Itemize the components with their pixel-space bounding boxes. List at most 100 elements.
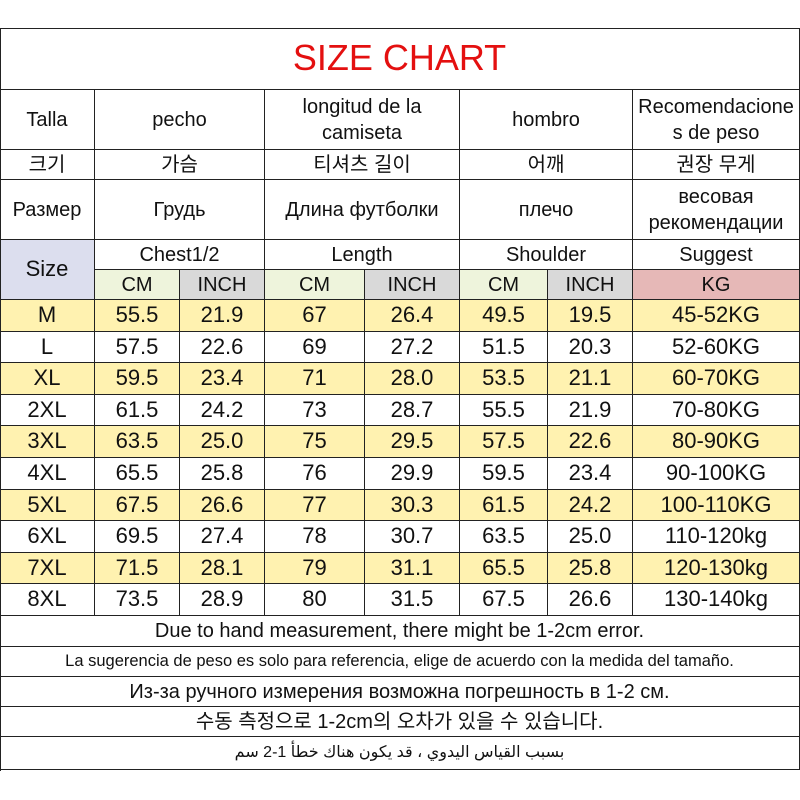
measurement: 79 [265,552,365,585]
measurement: 28.1 [180,552,265,585]
measurement: 77 [265,489,365,522]
measurement: 21.9 [180,300,265,332]
size-label: 2XL [0,394,95,427]
measurement: 24.2 [180,394,265,427]
header-cell: pecho [95,90,265,150]
header-cell: плечо [460,180,633,240]
measurement: 25.8 [180,458,265,490]
size-label: 5XL [0,489,95,522]
measurement: 59.5 [95,363,180,395]
header-cell: 권장 무게 [633,150,800,180]
group-header: Length [265,240,460,270]
measurement: 67.5 [460,584,548,616]
header-cell: Recomendaciones de peso [633,90,800,150]
measurement: 25.0 [548,521,633,553]
measurement: 29.5 [365,426,460,458]
group-header: Shoulder [460,240,633,270]
measurement: 52-60KG [633,331,800,364]
group-header: Suggest [633,240,800,270]
header-cell: 티셔츠 길이 [265,150,460,180]
note: La sugerencia de peso es solo para refer… [0,647,800,677]
header-cell: hombro [460,90,633,150]
group-header: Chest1/2 [95,240,265,270]
header-cell: 크기 [0,150,95,180]
measurement: 67.5 [95,489,180,522]
measurement: 69 [265,331,365,364]
measurement: 69.5 [95,521,180,553]
measurement: 21.9 [548,394,633,427]
measurement: 28.0 [365,363,460,395]
size-label: 6XL [0,521,95,553]
measurement: 28.9 [180,584,265,616]
measurement: 19.5 [548,300,633,332]
measurement: 65.5 [95,458,180,490]
size-label: 4XL [0,458,95,490]
header-cell: 가슴 [95,150,265,180]
size-label: M [0,300,95,332]
measurement: 23.4 [548,458,633,490]
size-label: 7XL [0,552,95,585]
measurement: 65.5 [460,552,548,585]
measurement: 73 [265,394,365,427]
note: 수동 측정으로 1-2cm의 오차가 있을 수 있습니다. [0,707,800,737]
measurement: 67 [265,300,365,332]
measurement: 23.4 [180,363,265,395]
measurement: 63.5 [460,521,548,553]
measurement: 55.5 [95,300,180,332]
measurement: 26.4 [365,300,460,332]
unit-header: KG [633,270,800,300]
measurement: 130-140kg [633,584,800,616]
measurement: 57.5 [95,331,180,364]
measurement: 80-90KG [633,426,800,458]
measurement: 110-120kg [633,521,800,553]
measurement: 61.5 [95,394,180,427]
measurement: 57.5 [460,426,548,458]
header-cell: весовая рекомендации [633,180,800,240]
size-label: 3XL [0,426,95,458]
header-cell: 어깨 [460,150,633,180]
measurement: 30.3 [365,489,460,522]
unit-header: INCH [365,270,460,300]
size-label: 8XL [0,584,95,616]
measurement: 78 [265,521,365,553]
header-cell: Размер [0,180,95,240]
measurement: 76 [265,458,365,490]
measurement: 25.0 [180,426,265,458]
note: بسبب القياس اليدوي ، قد يكون هناك خطأ 1-… [0,737,800,770]
header-cell: Длина футболки [265,180,460,240]
measurement: 26.6 [180,489,265,522]
size-header: Size [0,240,95,300]
measurement: 28.7 [365,394,460,427]
measurement: 21.1 [548,363,633,395]
measurement: 120-130kg [633,552,800,585]
note: Из-за ручного измерения возможна погрешн… [0,677,800,707]
measurement: 27.2 [365,331,460,364]
measurement: 71.5 [95,552,180,585]
measurement: 30.7 [365,521,460,553]
unit-header: CM [460,270,548,300]
measurement: 80 [265,584,365,616]
title: SIZE CHART [0,28,800,90]
size-label: L [0,331,95,364]
measurement: 20.3 [548,331,633,364]
measurement: 24.2 [548,489,633,522]
measurement: 25.8 [548,552,633,585]
measurement: 26.6 [548,584,633,616]
measurement: 73.5 [95,584,180,616]
unit-header: CM [265,270,365,300]
measurement: 22.6 [180,331,265,364]
measurement: 31.5 [365,584,460,616]
measurement: 45-52KG [633,300,800,332]
header-cell: longitud de la camiseta [265,90,460,150]
measurement: 31.1 [365,552,460,585]
unit-header: CM [95,270,180,300]
size-label: XL [0,363,95,395]
header-cell: Talla [0,90,95,150]
measurement: 61.5 [460,489,548,522]
measurement: 71 [265,363,365,395]
measurement: 49.5 [460,300,548,332]
measurement: 59.5 [460,458,548,490]
measurement: 55.5 [460,394,548,427]
measurement: 51.5 [460,331,548,364]
